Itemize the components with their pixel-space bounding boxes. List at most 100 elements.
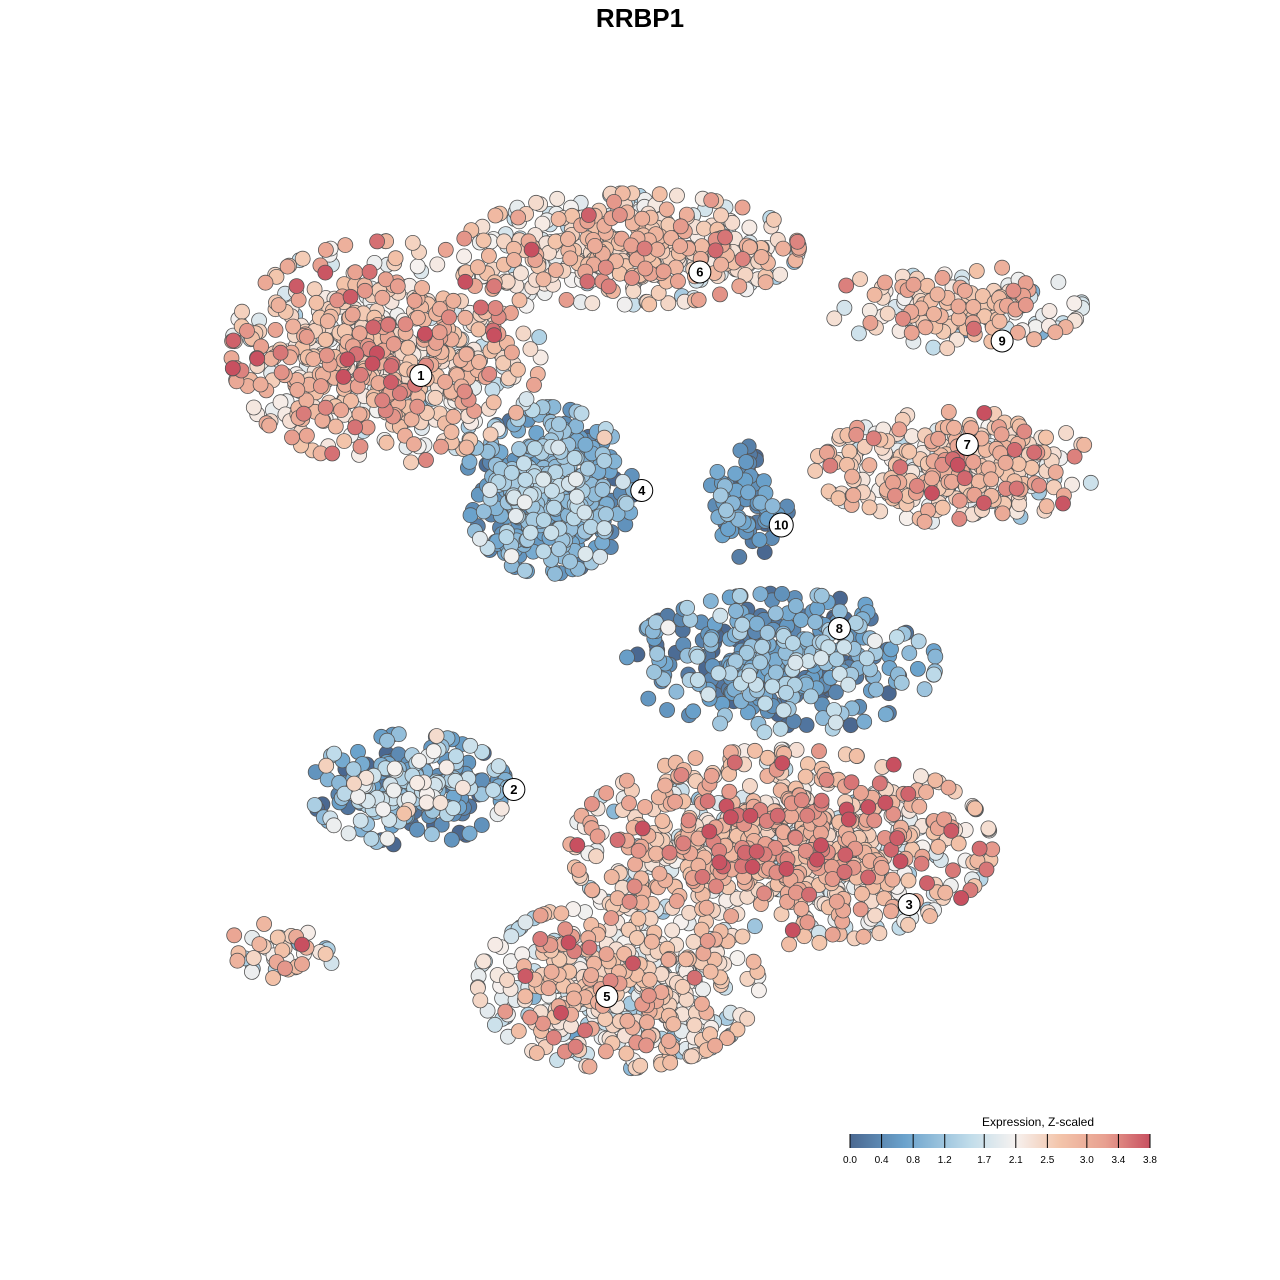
scatter-point [994,259,1010,276]
scatter-point [801,886,817,903]
scatter-point [662,1054,679,1071]
scatter-point [925,339,942,356]
scatter-point [764,678,781,695]
scatter-point [427,389,444,406]
scatter-point [598,1043,614,1060]
scatter-point [861,499,878,516]
scatter-point [723,908,739,924]
scatter-point [673,767,690,783]
scatter-point [836,299,853,316]
scatter-point [433,438,449,455]
scatter-point [568,471,584,488]
scatter-point [375,801,392,818]
scatter-point [900,916,916,933]
scatter-point [409,398,426,415]
scatter-point [596,429,613,446]
scatter-point [337,237,354,254]
scatter-point [317,331,334,348]
scatter-point [417,325,433,342]
scatter-point [895,310,911,327]
scatter-point [885,756,902,773]
scatter-point [499,972,516,988]
scatter-point [425,743,442,760]
scatter-point [651,186,668,203]
scatter-point [1041,303,1058,319]
scatter-point [911,798,928,815]
scatter-point [866,286,883,303]
scatter-point [318,757,335,774]
scatter-point [813,650,830,666]
scatter-point [493,800,510,817]
scatter-point [930,430,947,447]
scatter-point [826,310,843,327]
scatter-point [583,967,600,983]
scatter-point [637,799,653,815]
scatter-point [1058,425,1074,441]
scatter-point [648,845,664,862]
scatter-point [640,987,657,1004]
scatter-point [306,797,323,813]
scatter-point [788,884,804,901]
scatter-point [383,358,400,375]
scatter-point [678,951,694,968]
scatter-point [317,399,334,416]
scatter-point [361,263,378,280]
scatter-point [503,344,520,361]
cluster-label-1: 1 [409,364,433,387]
scatter-point [497,1003,514,1020]
scatter-point [475,503,492,520]
scatter-point [511,441,527,457]
scatter-point [784,922,801,939]
scatter-point [517,562,533,579]
scatter-point [654,813,671,829]
scatter-point [734,616,751,633]
cluster-label-8: 8 [827,617,851,640]
scatter-point [708,878,724,895]
scatter-point [685,703,702,720]
scatter-point [976,405,993,421]
scatter-point [445,408,462,425]
scatter-point [475,953,492,970]
scatter-point [441,309,457,326]
scatter-point [747,742,763,759]
scatter-point [379,732,396,749]
scatter-point [345,761,362,778]
scatter-point [365,319,382,336]
scatter-point [747,918,763,935]
scatter-point [734,251,751,267]
cluster-label-text: 7 [964,437,971,452]
scatter-point [615,473,631,490]
scatter-point [551,541,567,557]
scatter-point [866,812,883,829]
scatter-point [722,809,739,826]
scatter-point [946,419,962,436]
scatter-point [1066,448,1083,465]
scatter-point [727,465,744,482]
scatter-point [598,506,614,523]
scatter-point [623,237,640,254]
scatter-point [577,546,594,562]
scatter-point [456,248,473,265]
cluster-label-5: 5 [595,985,619,1008]
scatter-point [751,532,768,548]
colorbar-tick-label: 1.2 [938,1155,952,1166]
scatter-point [754,639,770,655]
scatter-point [245,399,262,416]
scatter-point [664,922,681,939]
scatter-point [347,419,364,436]
scatter-point [344,306,361,323]
scatter-point [748,843,765,860]
cluster-label-text: 8 [836,621,843,636]
scatter-point [318,347,335,364]
scatter-point [778,861,795,877]
scatter-point [445,292,462,309]
scatter-point [357,282,373,299]
scatter-point [566,450,583,466]
scatter-point [828,684,844,701]
scatter-point [423,826,440,843]
scatter-point [486,278,503,295]
scatter-point [903,324,920,341]
scatter-point [924,470,940,487]
scatter-point [470,321,487,338]
